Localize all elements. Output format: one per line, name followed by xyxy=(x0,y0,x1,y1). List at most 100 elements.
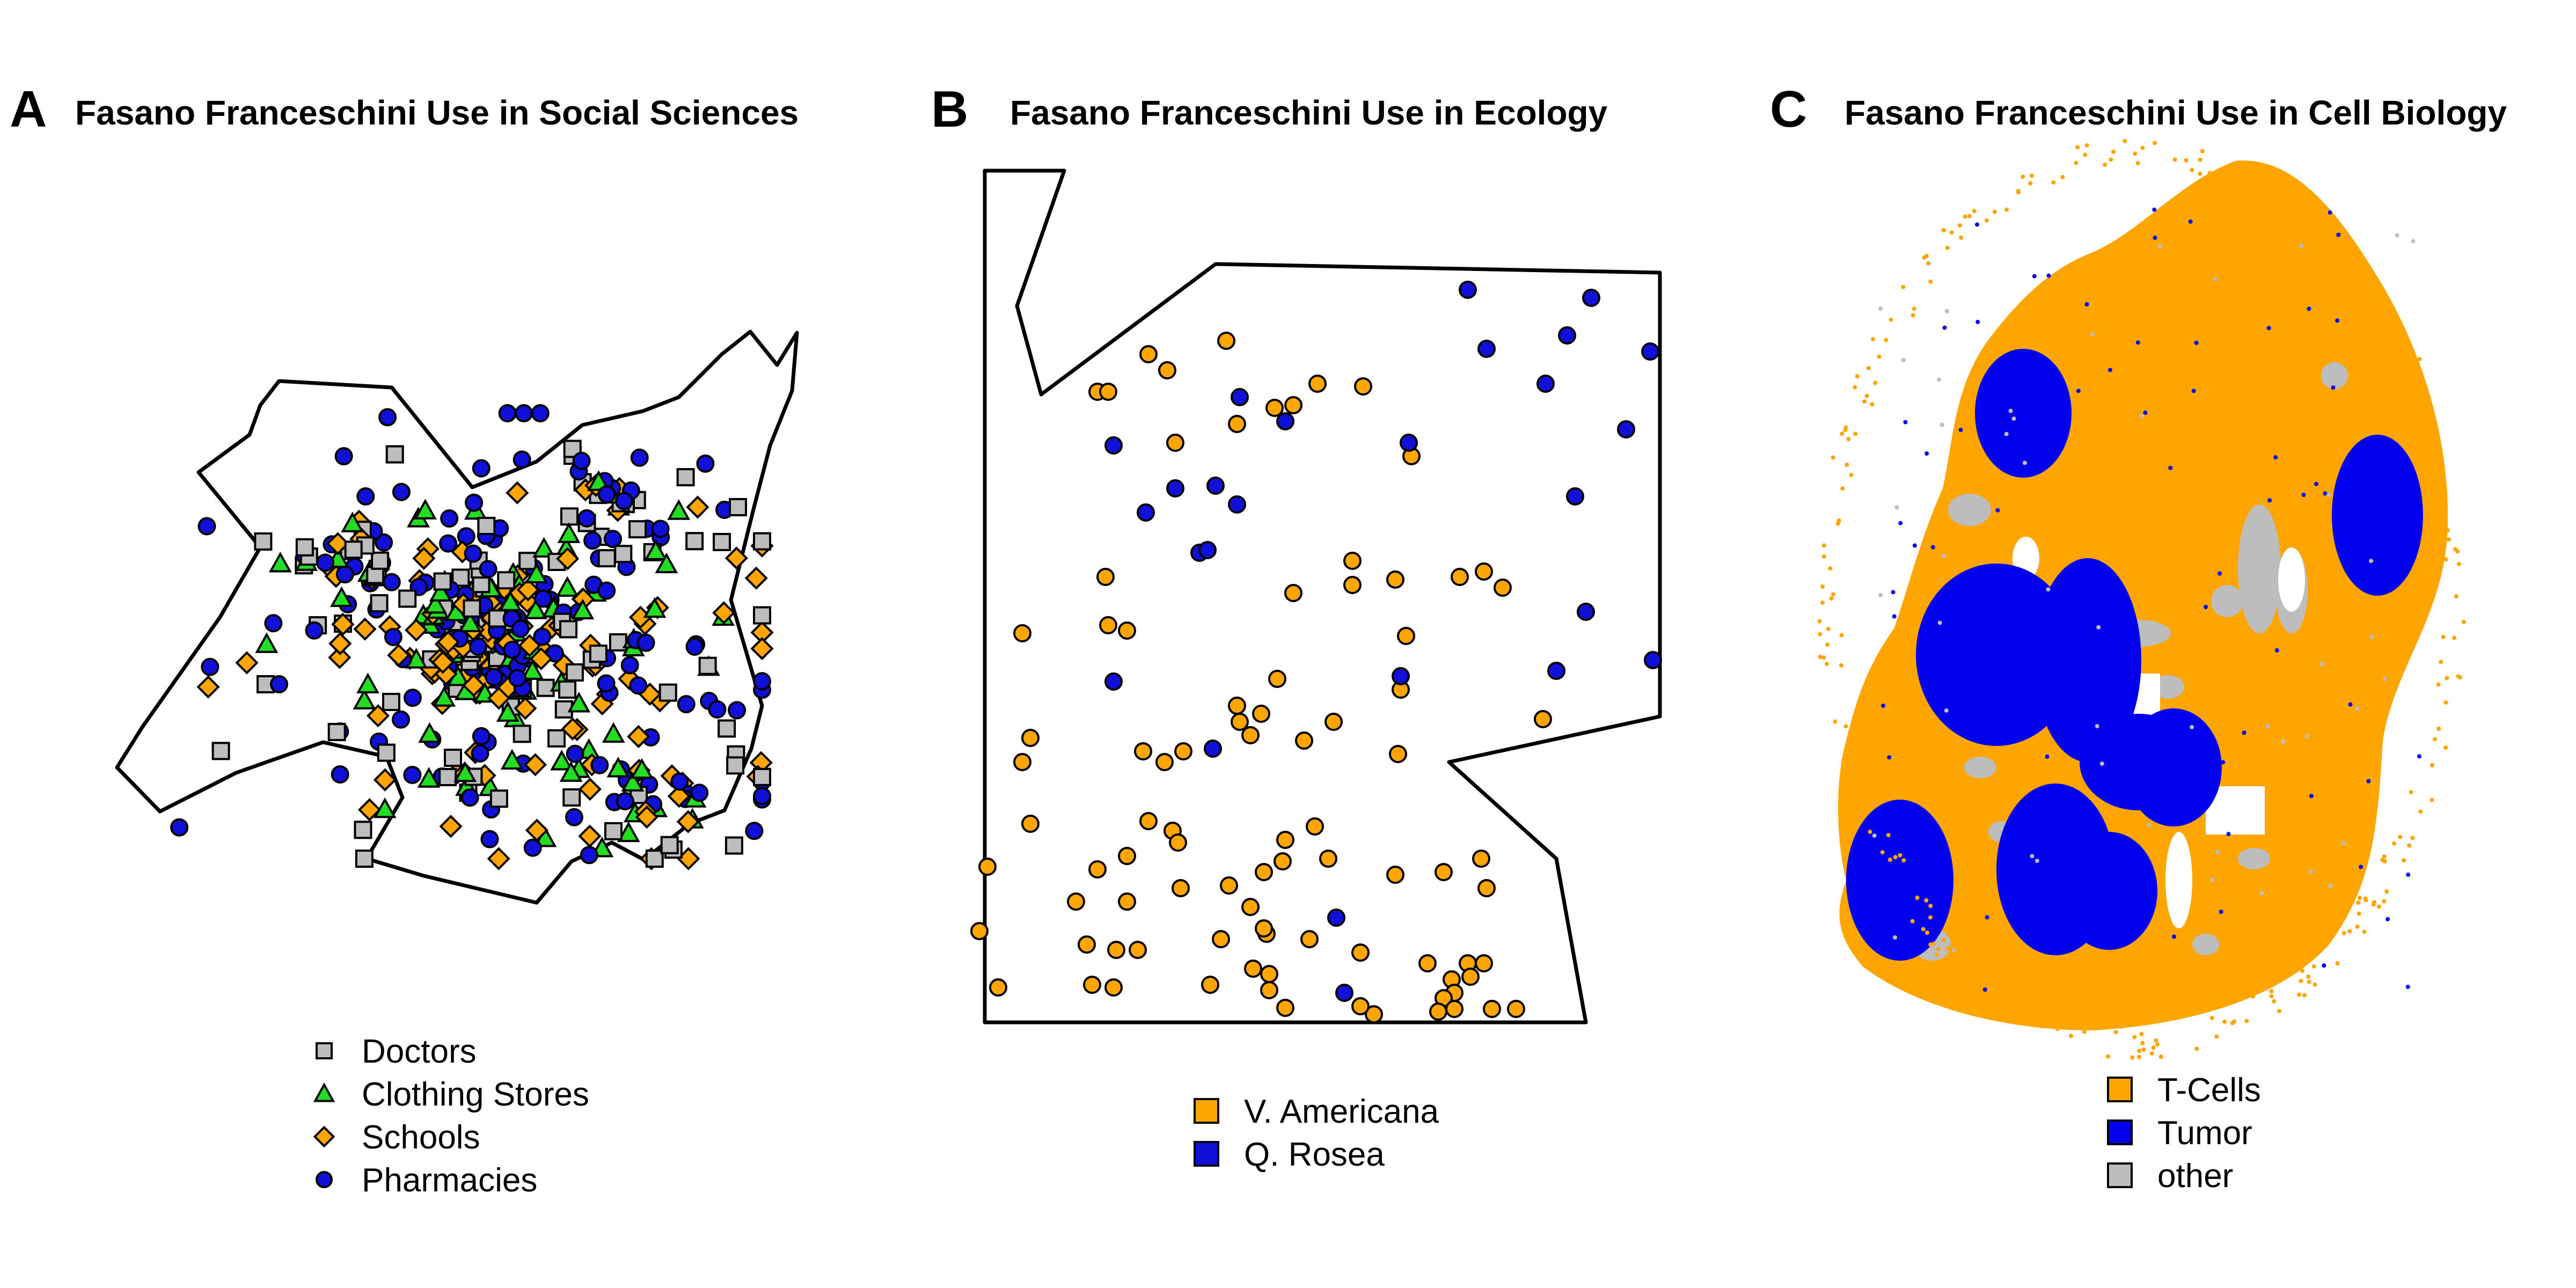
tcell-speck xyxy=(2154,1038,2158,1043)
tcell-speck xyxy=(2443,745,2448,750)
cell-speck xyxy=(1881,704,1886,708)
tcell-speck xyxy=(1926,261,1931,266)
cell-speck xyxy=(2259,891,2264,896)
tcell-speck xyxy=(1922,255,1927,260)
cell-speck xyxy=(2097,919,2102,924)
tcell-speck xyxy=(1855,374,1860,379)
tumor-region xyxy=(2332,435,2423,596)
other-region xyxy=(2211,585,2243,617)
tcell-speck xyxy=(2363,898,2368,903)
panel-b-point xyxy=(1477,340,1496,358)
tcell-speck xyxy=(2286,205,2290,210)
tcell-speck xyxy=(2111,149,2116,154)
panel-a-point xyxy=(686,495,709,519)
cell-speck xyxy=(2307,306,2311,311)
tcell-speck xyxy=(2031,997,2036,1002)
panel-b-point xyxy=(1244,960,1262,978)
panel-a-point xyxy=(589,645,608,663)
other-region xyxy=(2238,504,2281,633)
panel-a-point xyxy=(464,544,482,563)
panel-b-point xyxy=(1536,375,1555,393)
tumor-region xyxy=(1846,800,1953,961)
tcell-speck xyxy=(1820,600,1825,605)
tcell-speck xyxy=(2356,900,2361,905)
panel-b-point xyxy=(1324,713,1343,731)
panel-b-point xyxy=(970,922,989,940)
cell-speck xyxy=(1893,935,1898,940)
tcell-speck xyxy=(2018,1019,2023,1023)
panel-a-point xyxy=(201,657,219,676)
cell-speck xyxy=(2135,340,2140,345)
cell-speck xyxy=(2417,754,2421,759)
panel-a-points xyxy=(170,404,774,870)
tcell-speck xyxy=(2051,180,2056,185)
panel-a-point xyxy=(353,689,376,709)
panel-a-point xyxy=(503,640,522,659)
tcell-speck xyxy=(2409,390,2414,394)
tcell-speck xyxy=(1984,218,1989,223)
cell-speck xyxy=(2359,865,2363,869)
tcell-speck xyxy=(2228,165,2233,170)
panel-a-point xyxy=(497,571,516,590)
cell-speck xyxy=(2218,571,2222,576)
panel-a-point xyxy=(373,797,397,818)
tcell-speck xyxy=(2123,138,2127,143)
panel-b-point xyxy=(1206,477,1225,495)
panel-a-point xyxy=(655,552,678,574)
panel-a-legend-label: Clothing Stores xyxy=(362,1076,589,1113)
panel-a-point xyxy=(566,744,584,763)
panel-a-legend-label: Schools xyxy=(362,1119,480,1156)
panel-a-point xyxy=(469,637,488,656)
panel-a-point xyxy=(658,683,677,702)
panel-a-point xyxy=(418,722,441,743)
tcell-speck xyxy=(1924,898,1929,903)
tcell-speck xyxy=(2103,163,2107,167)
panel-b-point xyxy=(1241,726,1260,744)
panel-b-point xyxy=(1118,847,1136,865)
tcell-speck xyxy=(1839,663,1843,668)
tcell-speck xyxy=(2184,158,2189,163)
panel-b-point xyxy=(1475,954,1493,972)
tcell-speck xyxy=(2311,202,2316,207)
panel-b-points xyxy=(970,281,1662,1023)
tcell-speck xyxy=(1992,209,1997,214)
tcell-speck xyxy=(1818,654,1823,659)
tcell-speck xyxy=(2277,1008,2282,1013)
panel-b-point xyxy=(1306,817,1324,836)
tcell-speck xyxy=(2055,1012,2060,1017)
panel-c-legend-label: other xyxy=(2157,1158,2233,1195)
panel-a-point xyxy=(685,637,704,656)
panel-a-point xyxy=(651,519,670,538)
panel-b-point xyxy=(1295,731,1313,750)
cell-speck xyxy=(1887,755,1892,760)
tcell-speck xyxy=(2357,911,2361,916)
panel-b-point xyxy=(1534,710,1552,728)
panel-c-legend-label: T-Cells xyxy=(2157,1072,2261,1109)
cell-speck xyxy=(2022,460,2027,465)
panel-a-point xyxy=(472,727,491,745)
tcell-speck xyxy=(2456,561,2461,566)
panel-a-point xyxy=(565,808,583,826)
panel-b-point xyxy=(1134,742,1152,760)
tcell-speck xyxy=(2236,167,2241,172)
panel-a-point xyxy=(463,599,481,618)
cell-speck xyxy=(2025,670,2030,675)
panel-b-point xyxy=(1461,968,1480,986)
tcell-speck xyxy=(1959,235,1964,240)
cell-speck xyxy=(1951,948,1956,953)
panel-b-region-outline xyxy=(983,169,1662,1024)
tcell-speck xyxy=(2416,426,2421,431)
panel-a-point xyxy=(523,753,547,777)
cell-speck xyxy=(2326,492,2331,497)
tcell-speck xyxy=(2354,280,2359,285)
panel-b-point xyxy=(1255,919,1273,938)
panel-a-legend: Doctors Clothing Stores Schools Pharmacies xyxy=(313,1033,589,1199)
tcell-speck xyxy=(2075,145,2080,150)
tcell-speck xyxy=(1948,967,1952,972)
tcell-speck xyxy=(1915,895,1920,900)
panel-a-point xyxy=(559,620,578,639)
panel-a-point xyxy=(487,847,510,870)
panel-a-point xyxy=(578,777,602,801)
cell-speck xyxy=(2328,883,2333,888)
panel-a-point xyxy=(477,516,496,535)
